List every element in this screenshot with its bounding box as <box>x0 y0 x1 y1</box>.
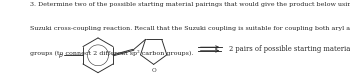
Text: groups (to connect 2 different sp² carbon groups).: groups (to connect 2 different sp² carbo… <box>30 50 193 56</box>
Text: Suzuki cross-coupling reaction. Recall that the Suzuki coupling is suitable for : Suzuki cross-coupling reaction. Recall t… <box>30 26 350 31</box>
Text: p: p <box>58 53 62 58</box>
Text: 3. Determine two of the possible starting material pairings that would give the : 3. Determine two of the possible startin… <box>30 2 350 7</box>
Text: O: O <box>151 68 156 73</box>
Text: 2 pairs of possible starting materials: 2 pairs of possible starting materials <box>229 45 350 53</box>
